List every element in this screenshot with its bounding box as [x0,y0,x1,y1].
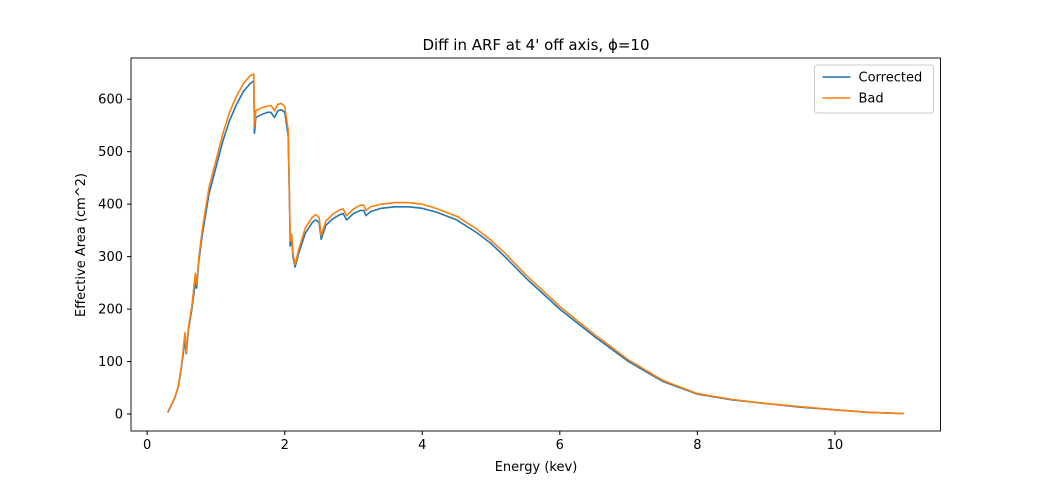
x-tick-label: 0 [143,438,151,453]
legend-label: Corrected [859,71,923,86]
y-tick-label: 100 [98,355,123,370]
legend-label: Bad [859,92,884,107]
series-line [167,73,904,415]
x-tick-label: 8 [693,438,701,453]
x-tick-label: 6 [556,438,564,453]
y-axis-label: Effective Area (cm^2) [74,173,89,317]
legend: Corrected Bad [814,64,934,114]
chart-title: Diff in ARF at 4' off axis, ϕ=10 [422,36,649,54]
y-tick-label: 500 [98,145,123,160]
y-tick-label: 200 [98,303,123,318]
x-axis-label: Energy (kev) [495,460,578,475]
y-tick-label: 400 [98,198,123,213]
y-tick-label: 600 [98,93,123,108]
x-tick-label: 10 [827,438,844,453]
x-tick-label: 2 [281,438,289,453]
series-line [167,80,904,415]
y-tick-label: 300 [98,250,123,265]
x-tick-label: 4 [418,438,426,453]
plot-frame [130,57,941,432]
y-tick-label: 0 [115,408,123,423]
